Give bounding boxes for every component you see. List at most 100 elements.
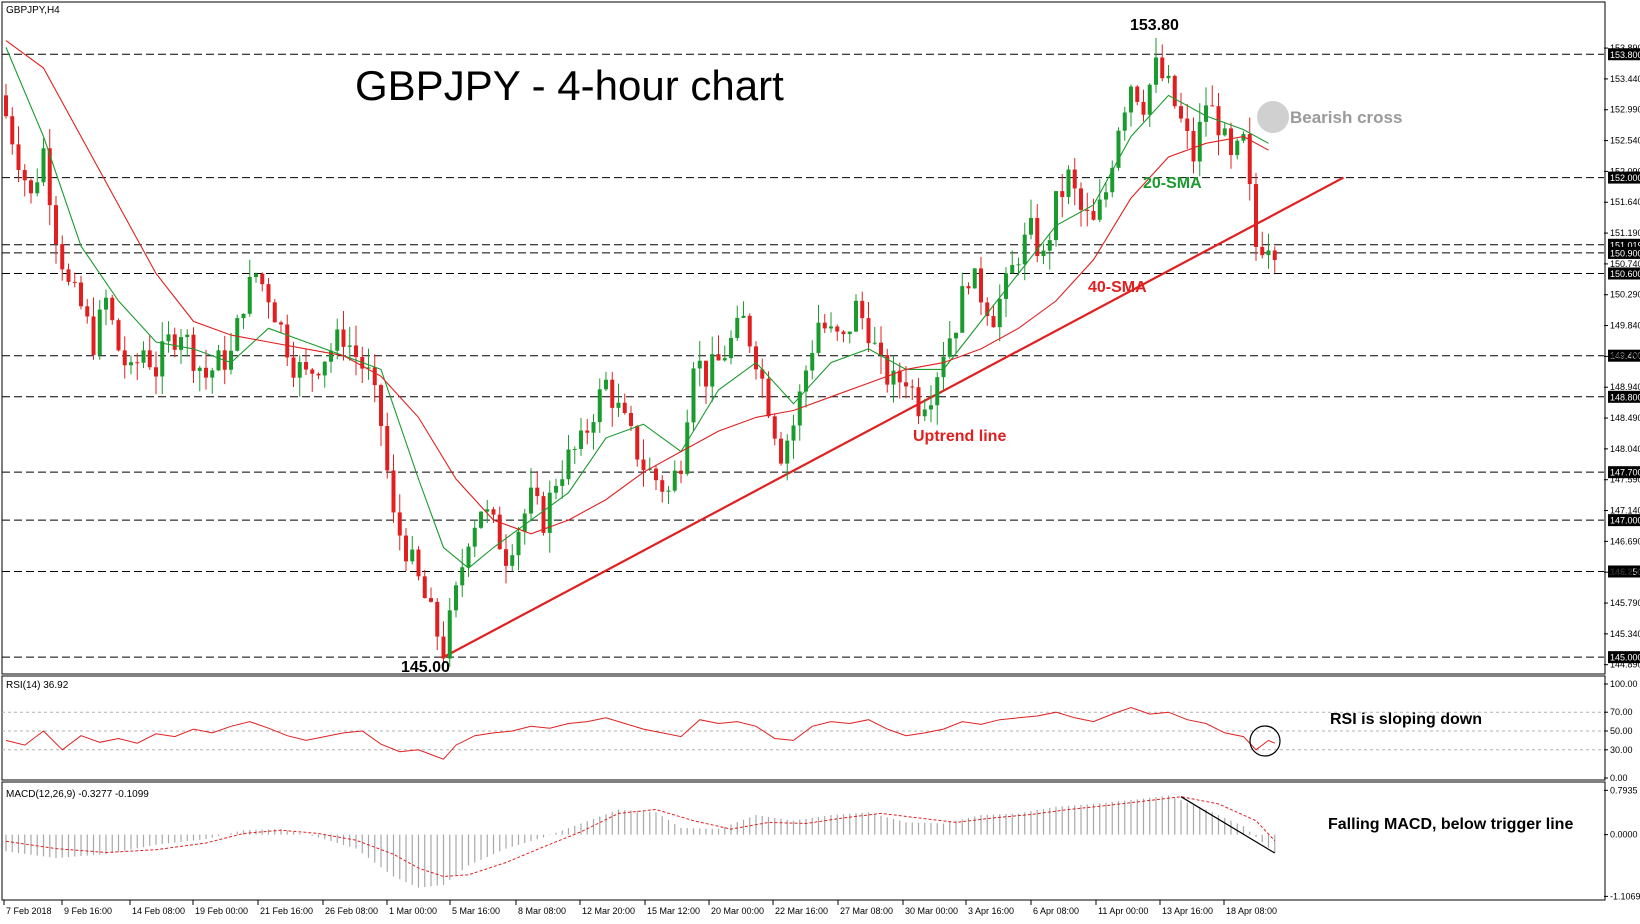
- candle-body: [204, 367, 208, 378]
- price-level-box: [1608, 651, 1640, 664]
- macd-layer: 0.7935 0.0000 -1.1069: [5, 785, 1640, 901]
- candle-body: [60, 244, 65, 270]
- candle-body: [597, 389, 602, 423]
- price-level-box: [1608, 565, 1640, 578]
- price-level-label: 149.400: [1610, 351, 1640, 361]
- rsi-circle-marker: [1249, 725, 1281, 757]
- price-tick-label: 150.290: [1610, 290, 1640, 300]
- date-tick-label: 30 Mar 00:00: [905, 906, 958, 916]
- sma40-label: 40-SMA: [1088, 279, 1147, 296]
- sma40-line: [5, 40, 1269, 535]
- candle-body: [466, 546, 471, 568]
- candle-body: [66, 269, 71, 282]
- price-level-box: [1608, 267, 1640, 280]
- candle-body: [497, 514, 502, 550]
- candle-body: [1129, 86, 1133, 113]
- candle-body: [216, 350, 221, 371]
- candle-body: [416, 549, 421, 577]
- candle-body: [472, 527, 477, 547]
- candles-layer: [4, 37, 1277, 667]
- candle-body: [716, 354, 721, 361]
- date-tick-label: 6 Apr 08:00: [1033, 906, 1079, 916]
- candle-body: [272, 302, 277, 323]
- candle-body: [1272, 250, 1277, 261]
- candle-body: [1172, 75, 1177, 107]
- candle-body: [779, 438, 783, 464]
- candle-body: [1210, 105, 1215, 107]
- candle-body: [35, 182, 40, 194]
- candle-body: [1235, 140, 1240, 156]
- candle-body: [1197, 121, 1202, 162]
- candle-body: [535, 487, 540, 497]
- candle-body: [435, 601, 440, 637]
- candle-body: [247, 276, 252, 314]
- candle-body: [1260, 246, 1265, 256]
- candle-body: [660, 480, 665, 492]
- candle-body: [966, 286, 971, 289]
- candle-body: [904, 382, 908, 387]
- candle-body: [1091, 210, 1096, 220]
- candle-body: [410, 549, 415, 562]
- candle-body: [135, 362, 140, 364]
- candle-body: [1204, 105, 1208, 122]
- candle-body: [154, 367, 158, 377]
- candle-body: [166, 334, 171, 342]
- price-level-label: 147.700: [1610, 468, 1640, 478]
- candle-body: [279, 322, 283, 325]
- candle-body: [591, 422, 596, 433]
- candle-body: [260, 273, 265, 285]
- candle-body: [291, 357, 296, 378]
- candle-body: [447, 610, 452, 659]
- candle-body: [616, 402, 621, 408]
- price-level-label: 153.800: [1610, 50, 1640, 60]
- candle-body: [1041, 250, 1046, 257]
- price-tick-label: 151.190: [1610, 228, 1640, 238]
- candle-body: [1254, 184, 1258, 247]
- candle-body: [885, 355, 890, 385]
- candle-body: [4, 95, 8, 117]
- candle-body: [572, 448, 577, 450]
- candle-body: [1241, 134, 1246, 141]
- candle-body: [141, 350, 146, 363]
- candle-body: [441, 636, 446, 659]
- candle-body: [79, 282, 83, 307]
- candle-body: [1266, 250, 1271, 256]
- candle-body: [560, 479, 565, 486]
- rsi-tick-label: 30.00: [1610, 745, 1633, 755]
- macd-tick-label: 0.0000: [1610, 830, 1638, 840]
- candle-body: [585, 430, 590, 433]
- candle-body: [541, 496, 546, 533]
- candle-body: [935, 377, 940, 406]
- price-level-label: 151.019: [1610, 240, 1640, 250]
- candle-body: [1072, 169, 1077, 189]
- candle-body: [785, 440, 790, 464]
- macd-tick-label: -1.1069: [1610, 891, 1640, 901]
- candle-body: [485, 509, 490, 512]
- price-level-label: 150.900: [1610, 248, 1640, 258]
- rsi-label: RSI(14) 36.92: [6, 680, 69, 691]
- candle-body: [85, 306, 90, 317]
- price-tick-label: 147.140: [1610, 506, 1640, 516]
- candle-body: [404, 535, 408, 562]
- candle-body: [1160, 57, 1165, 79]
- candle-body: [510, 555, 515, 566]
- rsi-tick-label: 0.00: [1610, 773, 1628, 783]
- candle-body: [635, 425, 640, 460]
- price-tick-label: 146.690: [1610, 536, 1640, 546]
- rsi-tick-label: 50.00: [1610, 726, 1633, 736]
- candle-body: [297, 362, 302, 378]
- price-level-label: 147.000: [1610, 516, 1640, 526]
- candle-body: [979, 268, 983, 303]
- candle-body: [566, 449, 571, 480]
- price-level-box: [1608, 514, 1640, 527]
- price-tick-label: 152.090: [1610, 166, 1640, 176]
- macd-signal-line: [5, 796, 1276, 878]
- candle-body: [960, 286, 965, 333]
- candle-body: [341, 329, 346, 347]
- candle-body: [554, 485, 558, 493]
- candle-body: [97, 309, 102, 355]
- candle-body: [1185, 118, 1190, 131]
- date-tick-label: 20 Mar 00:00: [711, 906, 764, 916]
